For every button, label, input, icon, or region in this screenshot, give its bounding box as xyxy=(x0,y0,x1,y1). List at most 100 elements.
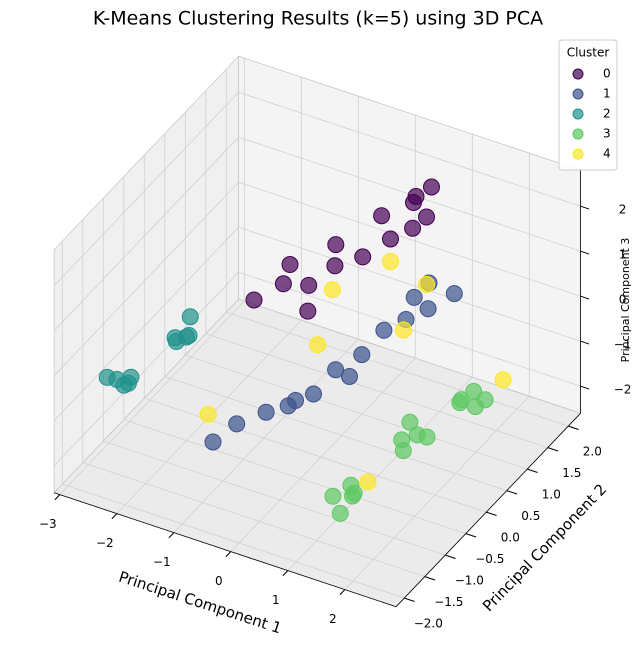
legend-marker xyxy=(572,108,584,120)
data-point xyxy=(382,253,399,270)
data-point xyxy=(452,391,470,409)
z-tick-label: 2 xyxy=(619,203,627,217)
data-point xyxy=(353,346,371,364)
legend-label: 1 xyxy=(603,87,611,101)
y-tick-label: 1.0 xyxy=(542,488,561,502)
data-point xyxy=(279,397,297,415)
data-point xyxy=(418,428,436,446)
grid-line xyxy=(205,333,548,448)
y-tick-mark xyxy=(445,554,456,559)
data-point xyxy=(257,403,275,421)
z-tick-label: 0 xyxy=(619,293,627,307)
data-point xyxy=(407,188,425,205)
x-tick-mark xyxy=(54,494,61,501)
legend-label: 4 xyxy=(603,147,611,161)
grid-line xyxy=(53,226,239,421)
grid-line xyxy=(62,483,405,599)
grid-line xyxy=(185,354,528,470)
data-point xyxy=(419,300,437,318)
z-tick-mark xyxy=(580,385,590,390)
data-point xyxy=(341,368,358,385)
grid-line xyxy=(53,136,239,331)
data-point xyxy=(245,291,263,309)
grid-line xyxy=(53,271,239,466)
data-point xyxy=(324,487,342,505)
x-tick-mark xyxy=(282,570,289,577)
data-point xyxy=(327,236,345,254)
y-tick-label: −1.5 xyxy=(434,595,463,609)
y-tick-label: 1.5 xyxy=(562,466,581,480)
data-point xyxy=(299,302,317,320)
x-axis-label: Principal Component 1 xyxy=(116,568,283,638)
y-tick-label: −2.0 xyxy=(414,617,443,631)
data-point xyxy=(326,257,344,275)
legend-label: 3 xyxy=(603,127,611,141)
data-point xyxy=(465,382,483,400)
grid-line xyxy=(164,376,507,491)
z-axis-label: Principal Component 3 xyxy=(619,238,632,363)
y-tick-mark xyxy=(506,490,518,495)
data-point xyxy=(274,275,292,293)
grid-line xyxy=(238,181,581,297)
labels: −3 −2 −1 0 1 2 −2.0 −1.5 −1.0 −0.5 0.00.51.01.52.0… xyxy=(39,203,632,631)
data-point xyxy=(359,473,377,491)
data-point xyxy=(494,371,512,389)
z-tick-label: 1 xyxy=(619,248,627,262)
y-tick-mark xyxy=(486,511,497,516)
grid xyxy=(53,58,590,608)
data-point xyxy=(178,328,195,346)
x-tick-label: 2 xyxy=(329,612,337,626)
x-tick-mark xyxy=(339,589,346,596)
x-axis-line xyxy=(53,492,397,608)
grid-line xyxy=(344,395,530,590)
grid-line xyxy=(82,462,425,577)
x-tick-mark xyxy=(168,532,175,539)
data-point xyxy=(405,288,423,306)
legend: Cluster 0 1 2 3 4 xyxy=(558,39,618,171)
grid-line xyxy=(238,91,581,207)
y-tick-label: 0.0 xyxy=(501,531,520,545)
data-point xyxy=(323,281,341,299)
data-point xyxy=(181,308,199,326)
data-point xyxy=(401,413,419,431)
y-tick-label: 2.0 xyxy=(583,445,602,459)
chart-title: K-Means Clustering Results (k=5) using 3… xyxy=(93,8,543,30)
data-point xyxy=(423,178,440,196)
y-tick-label: −0.5 xyxy=(475,552,504,566)
data-point xyxy=(382,230,399,248)
x-tick-label: 0 xyxy=(215,574,223,588)
data-point xyxy=(373,207,391,225)
legend-title: Cluster xyxy=(567,46,610,60)
data-point xyxy=(305,385,322,403)
grid-line xyxy=(230,357,416,552)
y-tick-mark xyxy=(465,533,477,538)
grid-line xyxy=(226,311,569,427)
data-point xyxy=(98,368,116,386)
y-tick-label: −1.0 xyxy=(455,574,484,588)
x-tick-label: −1 xyxy=(153,555,171,569)
z-tick-label: −2 xyxy=(614,383,632,397)
x-tick-label: −3 xyxy=(39,517,57,531)
legend-marker xyxy=(572,128,584,140)
y-tick-mark xyxy=(404,597,415,602)
z-tick-mark xyxy=(580,205,590,210)
legend-marker xyxy=(572,148,584,160)
x-tick-mark xyxy=(225,551,232,558)
data-point xyxy=(309,336,327,354)
data-point xyxy=(204,433,222,451)
data-point xyxy=(342,476,360,494)
data-point xyxy=(281,256,299,273)
points xyxy=(98,178,512,522)
grid-line xyxy=(287,376,473,571)
data-point xyxy=(327,361,345,379)
data-point xyxy=(375,321,393,339)
data-point xyxy=(418,208,435,226)
z-tick-mark xyxy=(580,295,590,300)
grid-line xyxy=(53,181,239,376)
grid-line xyxy=(123,419,466,534)
y-axis-line xyxy=(395,412,581,607)
data-point xyxy=(228,415,246,433)
legend-marker xyxy=(572,68,584,80)
data-point xyxy=(395,321,412,339)
